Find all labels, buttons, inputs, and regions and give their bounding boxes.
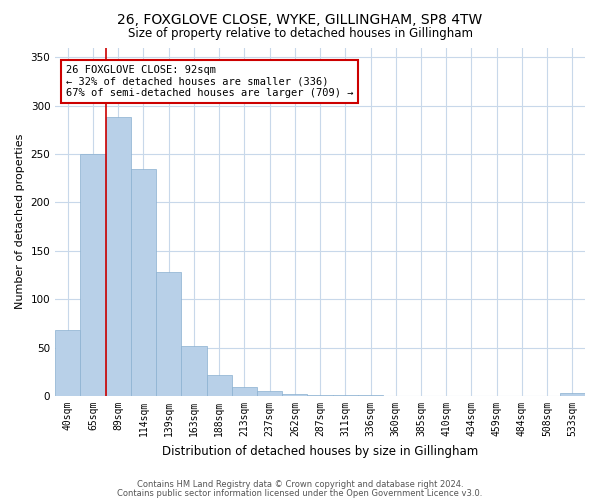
Bar xyxy=(257,391,282,396)
Text: Contains HM Land Registry data © Crown copyright and database right 2024.: Contains HM Land Registry data © Crown c… xyxy=(137,480,463,489)
Bar xyxy=(131,168,156,396)
Bar xyxy=(307,395,332,396)
Bar xyxy=(332,395,358,396)
Bar xyxy=(156,272,181,396)
Text: 26, FOXGLOVE CLOSE, WYKE, GILLINGHAM, SP8 4TW: 26, FOXGLOVE CLOSE, WYKE, GILLINGHAM, SP… xyxy=(118,12,482,26)
Text: Size of property relative to detached houses in Gillingham: Size of property relative to detached ho… xyxy=(128,28,473,40)
Bar xyxy=(282,394,307,396)
Bar xyxy=(106,117,131,396)
Bar xyxy=(55,330,80,396)
Bar xyxy=(206,375,232,396)
Y-axis label: Number of detached properties: Number of detached properties xyxy=(15,134,25,310)
Bar xyxy=(80,154,106,396)
Bar xyxy=(181,346,206,396)
Text: Contains public sector information licensed under the Open Government Licence v3: Contains public sector information licen… xyxy=(118,488,482,498)
X-axis label: Distribution of detached houses by size in Gillingham: Distribution of detached houses by size … xyxy=(162,444,478,458)
Bar xyxy=(358,395,383,396)
Bar xyxy=(560,393,585,396)
Bar xyxy=(232,388,257,396)
Text: 26 FOXGLOVE CLOSE: 92sqm
← 32% of detached houses are smaller (336)
67% of semi-: 26 FOXGLOVE CLOSE: 92sqm ← 32% of detach… xyxy=(66,65,353,98)
